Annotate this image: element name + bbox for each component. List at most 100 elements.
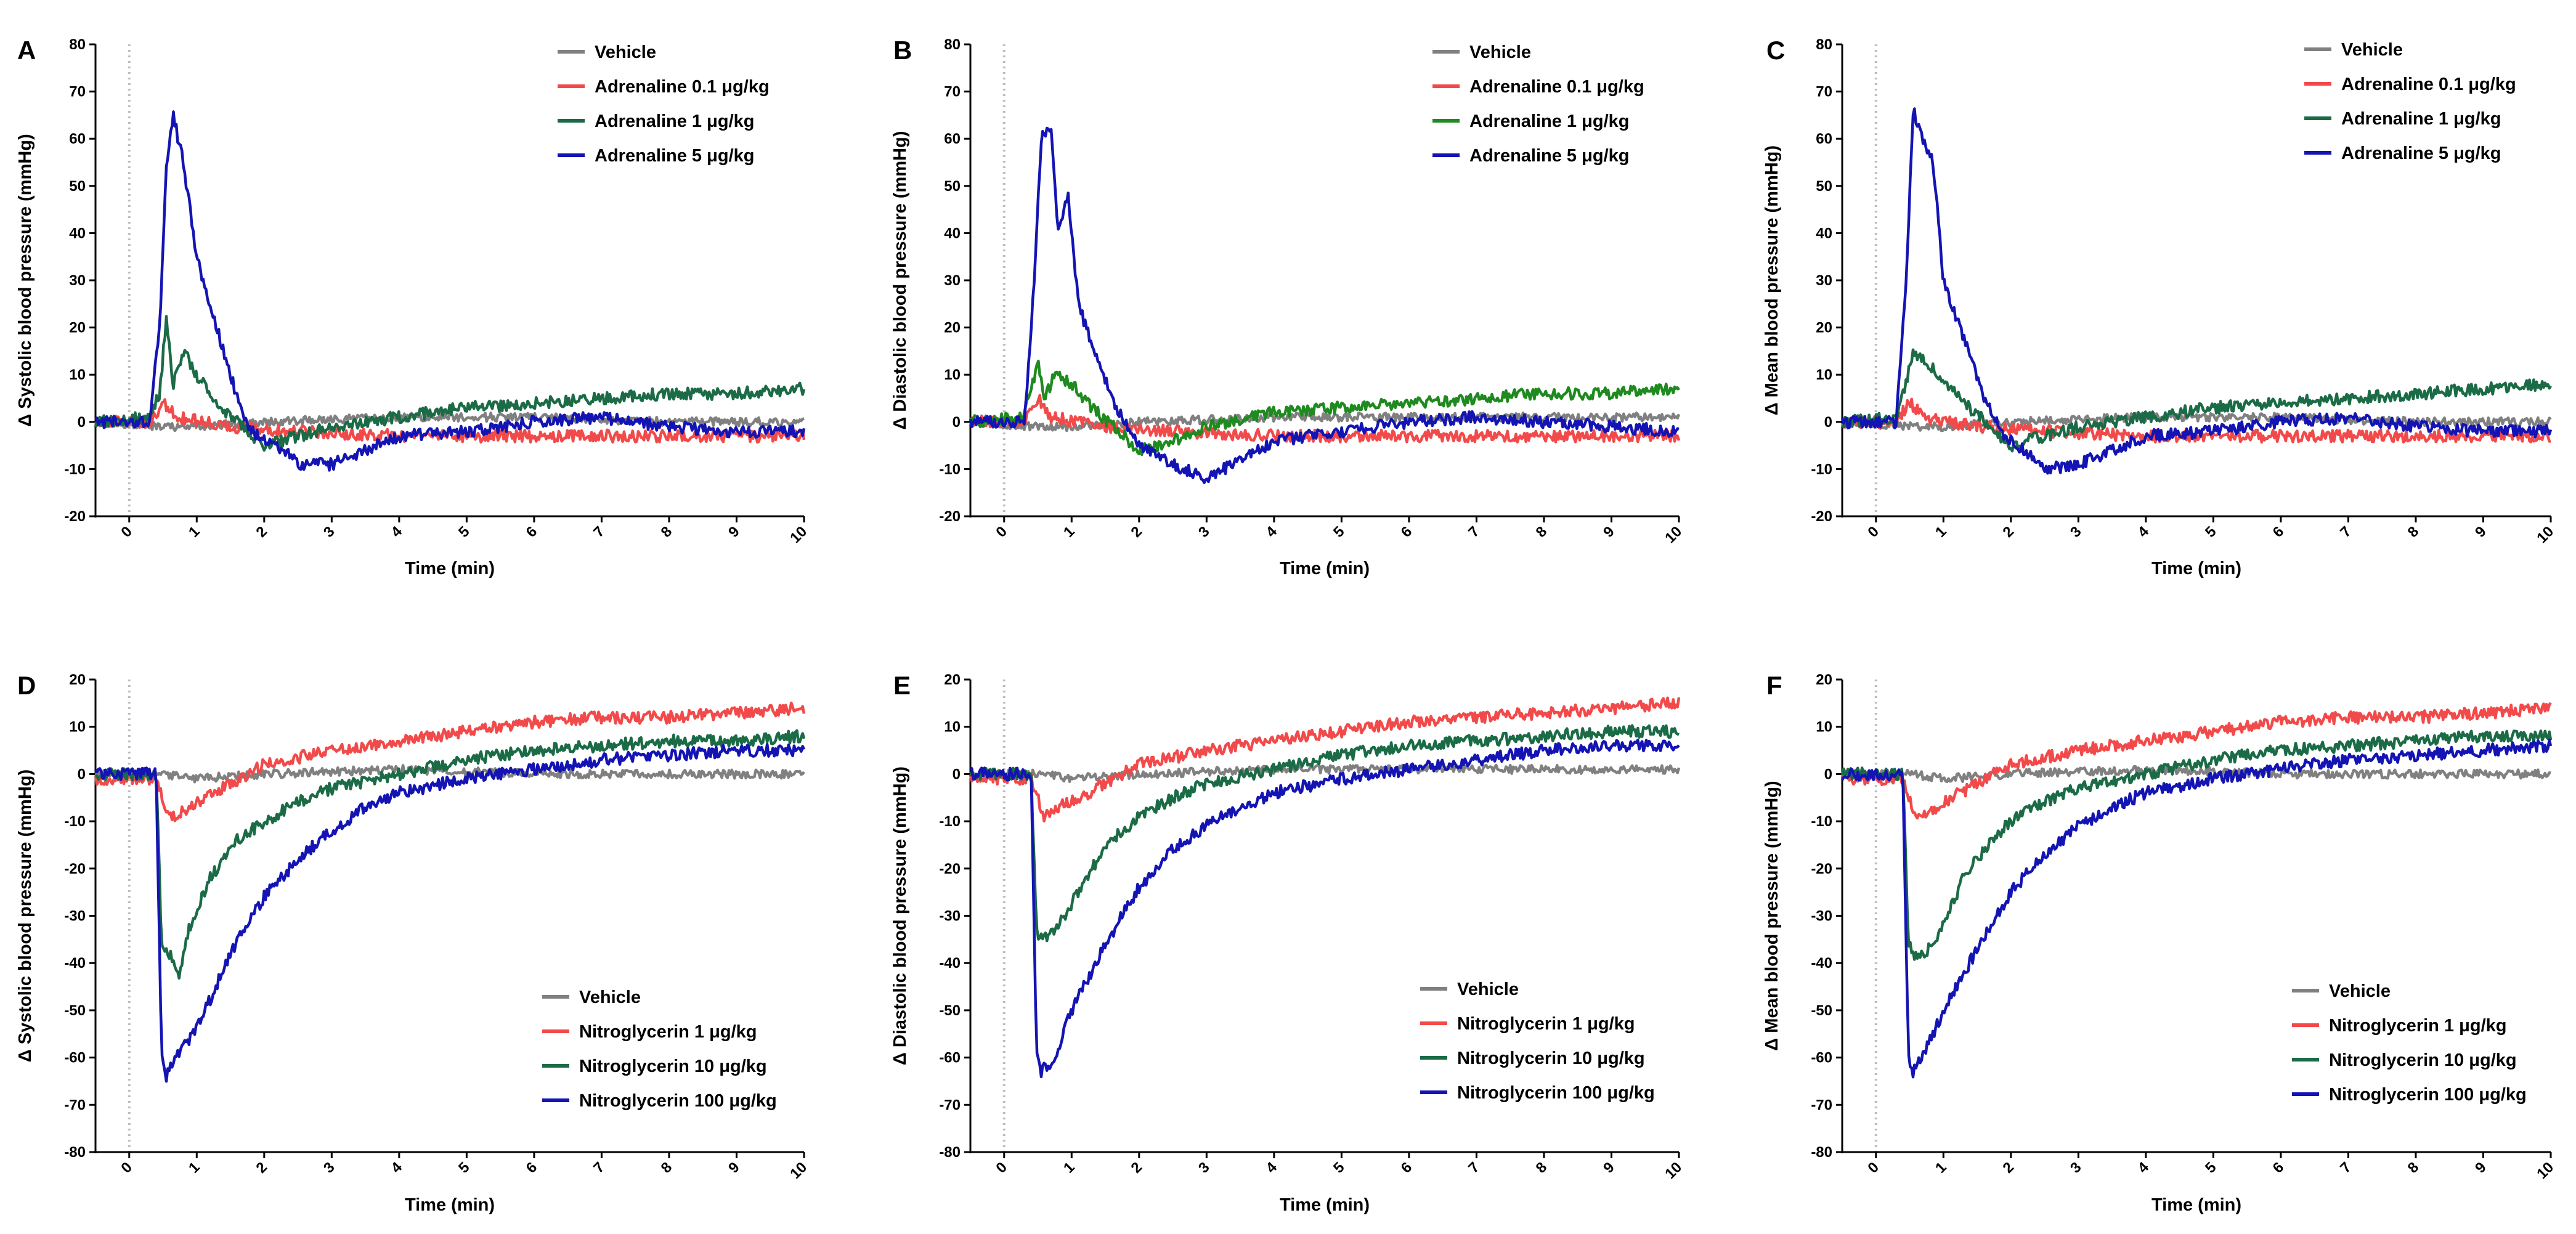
y-tick-label: 20 (1816, 320, 1832, 336)
x-tick-label: 3 (1195, 523, 1213, 541)
x-tick-label: 1 (1932, 1159, 1950, 1177)
series-line (969, 696, 1681, 823)
y-tick-label: 20 (1816, 672, 1832, 688)
x-tick-label: 4 (1263, 523, 1281, 541)
x-tick-label: 5 (1330, 523, 1348, 541)
x-tick-label: 1 (1932, 523, 1950, 541)
y-tick-label: -30 (1811, 908, 1832, 925)
x-axis-title: Time (min) (2151, 559, 2241, 578)
legend-label: Adrenaline 0.1 μg/kg (2341, 75, 2516, 94)
x-tick-label: 2 (2000, 523, 2018, 541)
panel-letter: B (893, 36, 912, 65)
x-tick-label: 10 (1662, 523, 1685, 546)
series-line (1842, 765, 2551, 784)
y-axis-title: Δ Systolic blood pressure (mmHg) (15, 134, 35, 426)
panel-c: C -20 -10 0 10 20 30 40 50 60 70 80 0 1 2 3 4 5 6 7 8 9 10 Time… (1762, 36, 2557, 578)
y-tick-label: -60 (64, 1050, 86, 1066)
y-tick-label: 80 (69, 36, 86, 53)
x-tick-label: 7 (2337, 523, 2355, 541)
panel-b: B -20 -10 0 10 20 30 40 50 60 70 80 0 1 2 3 4 5 6 7 8 9 10 Time… (890, 36, 1685, 578)
x-tick-label: 2 (1128, 523, 1146, 541)
legend-label: Vehicle (595, 43, 656, 62)
panel-f: F -80 -70 -60 -50 -40 -30 -20 -10 0 10 20 0 1 2 3 4 5 6 7 8 9… (1762, 671, 2557, 1215)
panel-letter: C (1766, 36, 1785, 65)
x-tick-label: 0 (118, 523, 136, 541)
y-tick-label: -60 (1811, 1050, 1832, 1066)
y-tick-label: 10 (944, 719, 961, 736)
y-tick-label: 10 (69, 367, 86, 383)
x-axis-title: Time (min) (405, 1195, 495, 1215)
y-tick-label: 80 (944, 36, 961, 53)
x-tick-label: 9 (725, 523, 743, 541)
y-tick-label: 30 (1816, 272, 1832, 289)
x-tick-label: 9 (725, 1159, 743, 1177)
x-tick-label: 9 (2472, 1159, 2490, 1177)
x-tick-label: 9 (1600, 523, 1618, 541)
panel-a: A -20 -10 0 10 20 30 40 50 60 70 80 0 1 2 3 4 5 6 7 8 9 10 Time… (15, 36, 810, 578)
y-tick-label: -10 (1811, 461, 1832, 477)
legend-label: Nitroglycerin 10 μg/kg (2329, 1050, 2517, 1070)
x-tick-label: 2 (253, 1159, 271, 1177)
x-tick-label: 1 (185, 1159, 203, 1177)
series-line (969, 763, 1681, 783)
y-tick-label: -10 (64, 813, 86, 830)
x-tick-label: 6 (1398, 523, 1416, 541)
y-tick-label: 20 (944, 672, 961, 688)
x-tick-label: 5 (455, 523, 473, 541)
y-tick-label: -10 (64, 461, 86, 477)
legend-label: Nitroglycerin 1 μg/kg (1457, 1014, 1635, 1034)
y-axis-title: Δ Systolic blood pressure (mmHg) (15, 769, 35, 1062)
y-tick-label: 50 (944, 178, 961, 195)
x-tick-label: 5 (455, 1159, 473, 1177)
legend-label: Adrenaline 5 μg/kg (1469, 146, 1629, 166)
x-tick-label: 3 (2067, 523, 2085, 541)
series-line (1841, 702, 2552, 820)
legend-label: Nitroglycerin 1 μg/kg (579, 1022, 757, 1042)
x-tick-label: 8 (658, 523, 676, 541)
x-tick-label: 0 (118, 1159, 136, 1177)
y-tick-label: 10 (69, 719, 86, 736)
y-tick-label: 10 (1816, 719, 1832, 736)
y-tick-label: -80 (939, 1144, 961, 1161)
x-axis-title: Time (min) (1280, 559, 1370, 578)
x-tick-label: 6 (2270, 523, 2288, 541)
y-tick-label: 70 (69, 84, 86, 100)
x-tick-label: 1 (1060, 1159, 1078, 1177)
legend-label: Adrenaline 1 μg/kg (595, 112, 754, 131)
series-line (94, 729, 806, 980)
legend-label: Adrenaline 0.1 μg/kg (595, 77, 770, 97)
series-line (94, 110, 806, 472)
x-tick-label: 5 (2202, 523, 2220, 541)
x-tick-label: 7 (590, 523, 608, 541)
x-tick-label: 3 (2067, 1159, 2085, 1177)
y-tick-label: -30 (939, 908, 961, 925)
y-tick-label: 30 (69, 272, 86, 289)
legend-label: Nitroglycerin 100 μg/kg (2329, 1085, 2527, 1105)
legend-label: Adrenaline 1 μg/kg (2341, 109, 2501, 129)
y-tick-label: -60 (939, 1050, 961, 1066)
series-line (94, 742, 806, 1083)
series-line (1840, 107, 2553, 475)
series-line (1840, 729, 2553, 961)
series-line (969, 724, 1680, 943)
x-tick-label: 2 (2000, 1159, 2018, 1177)
y-tick-label: -80 (64, 1144, 86, 1161)
x-tick-label: 6 (523, 1159, 541, 1177)
y-tick-label: -40 (1811, 955, 1832, 972)
legend-label: Nitroglycerin 10 μg/kg (1457, 1049, 1645, 1068)
x-tick-label: 9 (1600, 1159, 1618, 1177)
x-axis-title: Time (min) (2151, 1195, 2241, 1215)
y-tick-label: 0 (953, 766, 961, 782)
x-tick-label: 1 (185, 523, 203, 541)
y-axis-title: Δ Diastolic blood pressure (mmHg) (890, 766, 910, 1065)
series-line (1840, 738, 2553, 1079)
panel-letter: A (17, 36, 36, 65)
y-tick-label: -20 (939, 508, 961, 525)
x-tick-label: 6 (2270, 1159, 2288, 1177)
x-tick-label: 6 (1398, 1159, 1416, 1177)
series-line (969, 126, 1680, 484)
x-tick-label: 10 (2533, 1159, 2557, 1182)
series-line (970, 738, 1680, 1079)
x-tick-label: 0 (993, 523, 1010, 541)
